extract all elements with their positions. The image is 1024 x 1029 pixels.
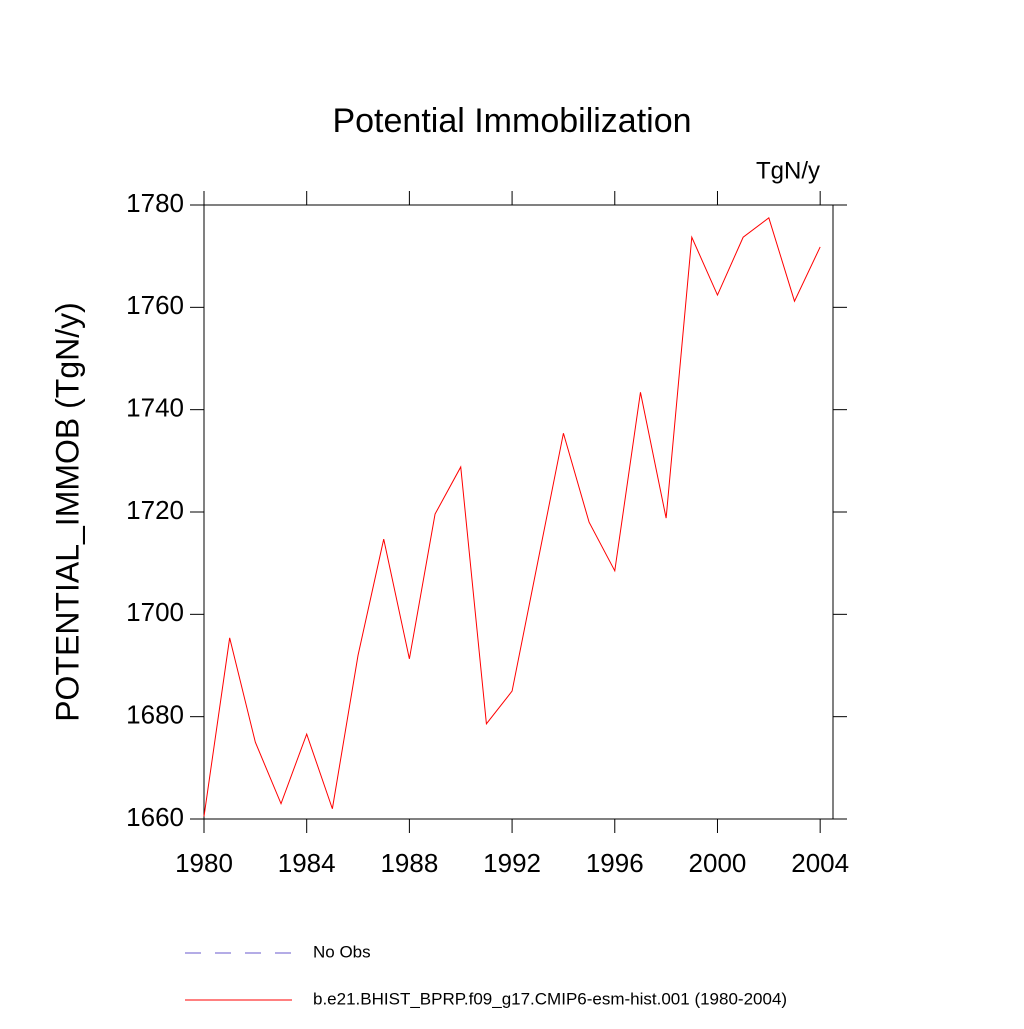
x-tick-label: 1996 bbox=[586, 848, 644, 878]
x-tick-label: 2004 bbox=[791, 848, 849, 878]
x-tick-label: 1988 bbox=[380, 848, 438, 878]
plot-frame bbox=[203, 204, 834, 820]
y-tick-label: 1700 bbox=[126, 597, 184, 627]
x-tick-label: 1984 bbox=[278, 848, 336, 878]
y-tick-label: 1720 bbox=[126, 495, 184, 525]
y-tick-label: 1680 bbox=[126, 700, 184, 730]
y-tick-label: 1780 bbox=[126, 188, 184, 218]
legend-label: No Obs bbox=[313, 942, 371, 961]
y-axis-label: POTENTIAL_IMMOB (TgN/y) bbox=[49, 302, 85, 722]
data-line bbox=[203, 216, 821, 817]
chart-title: Potential Immobilization bbox=[332, 102, 691, 140]
y-tick-label: 1740 bbox=[126, 393, 184, 423]
y-tick-label: 1760 bbox=[126, 290, 184, 320]
legend-label: b.e21.BHIST_BPRP.f09_g17.CMIP6-esm-hist.… bbox=[313, 989, 787, 1008]
x-tick-label: 1992 bbox=[483, 848, 541, 878]
y-tick-label: 1660 bbox=[126, 802, 184, 832]
x-tick-label: 2000 bbox=[689, 848, 747, 878]
units-label: TgN/y bbox=[756, 157, 820, 184]
x-tick-label: 1980 bbox=[175, 848, 233, 878]
